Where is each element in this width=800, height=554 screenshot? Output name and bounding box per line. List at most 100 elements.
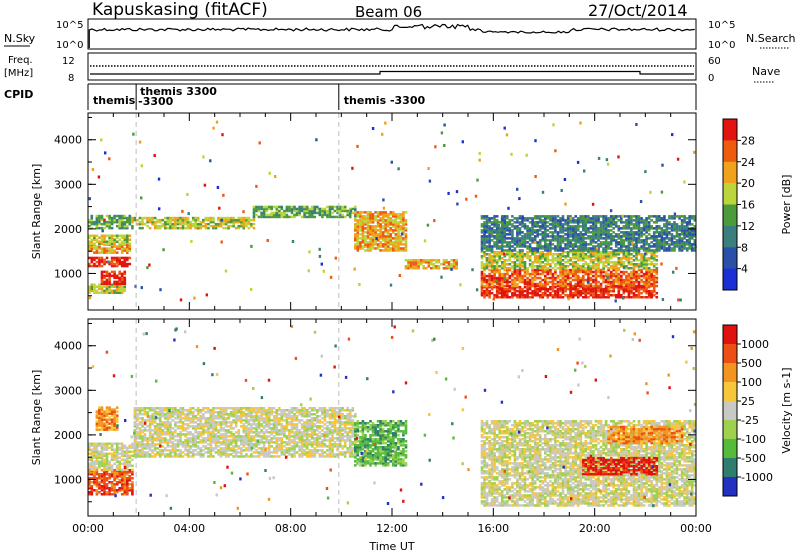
power-cell (569, 272, 572, 276)
power-cell (506, 294, 509, 297)
power-cell (680, 227, 684, 230)
power-cell (571, 253, 575, 256)
power-cell (250, 224, 253, 228)
velocity-cell (196, 435, 200, 438)
power-cell (599, 268, 603, 272)
power-scatter (510, 152, 513, 156)
power-cell (592, 259, 595, 262)
velocity-cell (174, 421, 177, 424)
power-cell (635, 278, 638, 282)
power-cell (493, 280, 496, 284)
power-cell (503, 294, 507, 297)
power-cell (523, 289, 527, 293)
power-cell (541, 221, 545, 224)
velocity-cell (184, 419, 187, 422)
power-cell (607, 289, 610, 293)
power-cell (495, 229, 499, 232)
power-cell (394, 237, 398, 240)
velocity-cell (95, 414, 99, 417)
power-cell (630, 227, 633, 230)
power-cell (424, 267, 428, 270)
power-cell (526, 289, 529, 293)
power-cell (442, 259, 446, 262)
power-cell (490, 268, 494, 272)
velocity-cell (191, 427, 195, 430)
power-cell (594, 294, 598, 297)
power-cell (369, 225, 372, 228)
power-cell (584, 267, 588, 270)
power-scatter (266, 239, 269, 242)
power-cell (622, 289, 626, 293)
power-cell (508, 223, 512, 226)
velocity-cell (131, 487, 134, 490)
power-cell (93, 220, 96, 224)
power-cell (556, 289, 560, 293)
velocity-cell (186, 419, 190, 422)
velocity-cell (174, 449, 177, 452)
power-cell (490, 265, 494, 268)
power-cell (359, 247, 362, 250)
power-cell (642, 267, 646, 270)
power-cell (366, 241, 370, 244)
power-cell (341, 215, 344, 219)
power-cell (110, 222, 114, 226)
power-cell (556, 245, 560, 248)
power-cell (546, 263, 550, 266)
power-cell (493, 250, 496, 254)
power-cell (551, 272, 555, 276)
power-cell (665, 231, 669, 234)
power-cell (108, 272, 111, 276)
power-cell (592, 245, 595, 248)
velocity-cell (126, 466, 129, 469)
velocity-cell (118, 448, 121, 451)
power-cell (516, 278, 519, 282)
power-scatter (501, 221, 504, 225)
power-cell (551, 215, 555, 218)
power-cell (100, 256, 104, 260)
power-cell (645, 219, 648, 222)
velocity-cell (126, 489, 129, 492)
power-cell (645, 267, 648, 270)
power-cell (293, 205, 296, 209)
power-scatter (268, 171, 271, 175)
power-cell (381, 221, 385, 224)
power-cell (392, 213, 395, 216)
station-title: Kapuskasing (fitACF) (92, 0, 268, 20)
power-cell (369, 211, 372, 214)
power-cell (204, 226, 208, 230)
power-cell (561, 235, 565, 238)
power-cell (118, 222, 121, 226)
power-cell (602, 219, 605, 222)
power-cell (642, 245, 646, 248)
power-cell (625, 289, 628, 293)
velocity-cell (93, 466, 96, 469)
velocity-cell (108, 489, 111, 492)
power-cell (541, 237, 545, 240)
power-cell (554, 231, 557, 234)
power-cell (597, 227, 600, 230)
power-cell (250, 222, 253, 226)
power-cell (488, 259, 491, 262)
power-cell (622, 287, 626, 291)
power-cell (640, 284, 643, 288)
power-cell (602, 280, 605, 284)
power-cell (566, 233, 570, 236)
velocity-cell (123, 481, 127, 484)
power-cell (518, 239, 522, 242)
power-cell (602, 257, 605, 260)
power-cell (556, 280, 560, 284)
power-cell (569, 219, 572, 222)
power-cell (518, 217, 522, 220)
power-cell (574, 241, 577, 244)
power-cell (184, 216, 187, 220)
velocity-cell (128, 469, 132, 472)
power-cell (640, 233, 643, 236)
power-cell (402, 221, 405, 224)
power-cell (533, 250, 537, 254)
power-cell (630, 235, 633, 238)
velocity-cell (138, 411, 142, 414)
power-cell (549, 272, 552, 276)
power-cell (607, 259, 610, 262)
power-cell (503, 225, 507, 228)
power-cell (655, 227, 659, 230)
